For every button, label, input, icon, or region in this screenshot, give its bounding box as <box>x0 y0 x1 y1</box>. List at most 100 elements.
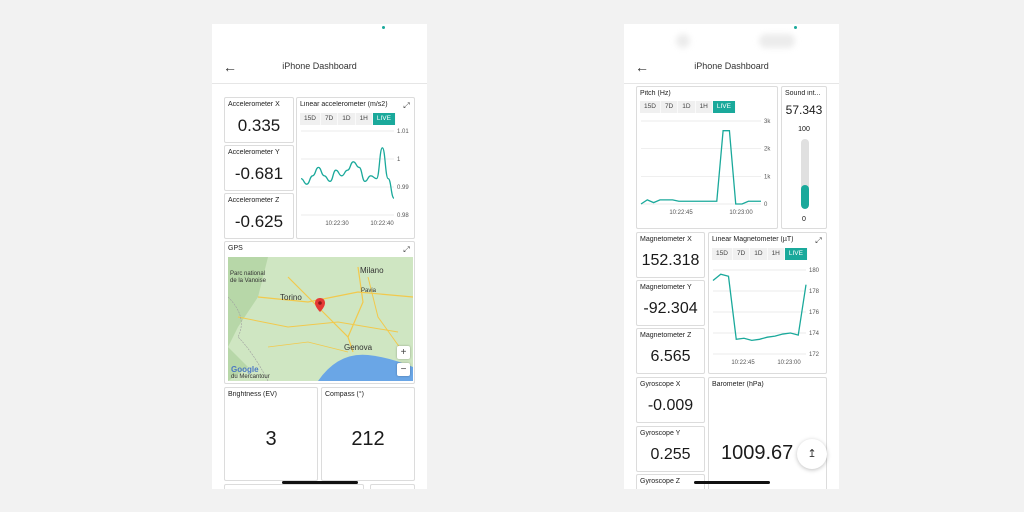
tile-linear-magnetometer[interactable]: Linear Magnetometer (µT) ⤢ 15D 7D 1D 1H LIVE… <box>708 232 827 374</box>
tile-label: Gyroscope Y <box>640 430 681 437</box>
tile-accelerometer-x[interactable]: Accelerometer X 0.335 <box>224 97 294 143</box>
status-indicator <box>794 26 797 29</box>
tile-accelerometer-y[interactable]: Accelerometer Y -0.681 <box>224 145 294 191</box>
location-marker-icon[interactable] <box>315 298 325 312</box>
tab-1d[interactable]: 1D <box>338 113 356 125</box>
map-label-milano: Milano <box>360 266 384 275</box>
google-logo: Google <box>231 365 259 374</box>
y-tick-label: 178 <box>809 289 820 295</box>
tile-value: 57.343 <box>785 103 823 117</box>
gps-map[interactable]: Parc national de la Vanoise Milano Torin… <box>228 257 413 381</box>
x-tick-label: 10:22:45 <box>669 210 693 216</box>
linear-accelerometer-chart: 1.01 1 0.99 0.98 10:22:30 10:22:40 <box>300 129 409 227</box>
gauge-max-label: 100 <box>798 126 810 133</box>
tile-gyroscope-y[interactable]: Gyroscope Y 0.255 <box>636 426 705 472</box>
zoom-out-button[interactable]: − <box>397 363 410 376</box>
tile-brightness[interactable]: Brightness (EV) 3 <box>224 387 318 481</box>
map-label-genova: Genova <box>344 343 373 352</box>
tab-7d[interactable]: 7D <box>320 113 339 125</box>
tile-value: 6.565 <box>650 348 691 365</box>
tile-accelerometer-z[interactable]: Accelerometer Z -0.625 <box>224 193 294 239</box>
page-title: iPhone Dashboard <box>694 61 769 71</box>
tile-value: -0.625 <box>234 212 284 231</box>
range-tabs: 15D 7D 1D 1H LIVE <box>300 113 396 125</box>
phone-screen-left: ← iPhone Dashboard Accelerometer X 0.335… <box>212 24 427 489</box>
y-tick-label: 1.01 <box>397 129 409 135</box>
tile-linear-accelerometer[interactable]: Linear accelerometer (m/s2) ⤢ 15D 7D 1D 1H L… <box>296 97 415 239</box>
tab-15d[interactable]: 15D <box>300 113 321 125</box>
status-bar-blur <box>759 34 795 48</box>
status-bar-blur <box>676 34 690 48</box>
tab-7d[interactable]: 7D <box>660 101 679 113</box>
tab-1d[interactable]: 1D <box>750 248 768 260</box>
tile-value: -0.681 <box>234 164 284 183</box>
page-title: iPhone Dashboard <box>282 61 357 71</box>
x-tick-label: 10:22:30 <box>325 221 349 227</box>
tile-magnetometer-y[interactable]: Magnetometer Y -92.304 <box>636 280 705 326</box>
range-tabs: 15D 7D 1D 1H LIVE <box>712 248 808 260</box>
tile-barometer[interactable]: Barometer (hPa) 1009.67 <box>708 377 827 489</box>
tab-15d[interactable]: 15D <box>640 101 661 113</box>
tile-partial <box>224 484 364 489</box>
app-bar: ← iPhone Dashboard <box>212 56 427 84</box>
series-line <box>300 147 395 199</box>
tile-gyroscope-x[interactable]: Gyroscope X -0.009 <box>636 377 705 423</box>
pitch-chart: 3k 2k 1k 0 10:22:45 10:23:00 <box>640 119 771 216</box>
gauge-min-label: 0 <box>802 216 806 223</box>
zoom-in-button[interactable]: + <box>397 346 410 359</box>
tab-1h[interactable]: 1H <box>355 113 373 125</box>
phone-screen-right: ← iPhone Dashboard Pitch (Hz) 15D 7D 1D 1H L… <box>624 24 839 489</box>
x-tick-label: 10:22:40 <box>370 221 394 227</box>
expand-icon[interactable]: ⤢ <box>815 236 822 245</box>
tile-label: Linear accelerometer (m/s2) <box>300 101 388 108</box>
tile-compass[interactable]: Compass (°) 212 <box>321 387 415 481</box>
tile-magnetometer-x[interactable]: Magnetometer X 152.318 <box>636 232 705 278</box>
tab-1d[interactable]: 1D <box>678 101 696 113</box>
tile-label: Pitch (Hz) <box>640 90 671 97</box>
map-label-mercantour: du Mercantour <box>231 374 270 380</box>
tile-gps[interactable]: GPS ⤢ Parc national de la Vanoise Milano… <box>224 241 415 384</box>
tile-partial <box>370 484 415 489</box>
status-indicator <box>382 26 385 29</box>
y-tick-label: 180 <box>809 268 820 274</box>
tile-magnetometer-z[interactable]: Magnetometer Z 6.565 <box>636 328 705 374</box>
tab-1h[interactable]: 1H <box>695 101 713 113</box>
tile-label: Sound int... <box>785 90 821 97</box>
scroll-to-top-button[interactable]: ↥ <box>797 439 827 469</box>
x-tick-label: 10:23:00 <box>729 210 753 216</box>
y-tick-label: 172 <box>809 352 820 358</box>
tile-value: -0.009 <box>647 397 694 414</box>
tab-1h[interactable]: 1H <box>767 248 785 260</box>
map-label-vanoise: Parc national de la Vanoise <box>230 271 266 284</box>
home-indicator <box>282 481 358 484</box>
back-arrow-icon[interactable]: ← <box>223 59 237 75</box>
tile-label: Gyroscope X <box>640 381 681 388</box>
y-tick-label: 176 <box>809 310 820 316</box>
y-tick-label: 0.99 <box>397 185 409 191</box>
map-label-pavia: Pavia <box>361 288 377 294</box>
tab-live[interactable]: LIVE <box>712 101 736 113</box>
tab-15d[interactable]: 15D <box>712 248 733 260</box>
tile-label: Brightness (EV) <box>228 391 278 398</box>
x-tick-label: 10:22:45 <box>731 360 755 366</box>
expand-icon[interactable]: ⤢ <box>403 101 410 110</box>
y-tick-label: 174 <box>809 331 820 337</box>
y-tick-label: 0 <box>764 202 768 208</box>
series-line <box>712 273 807 342</box>
tile-sound-intensity[interactable]: Sound int... 57.343 100 0 <box>781 86 827 229</box>
tab-live[interactable]: LIVE <box>372 113 396 125</box>
tab-7d[interactable]: 7D <box>732 248 751 260</box>
linear-magnetometer-chart: 180 178 176 174 172 10:22:45 10:23:00 <box>712 268 820 366</box>
tile-label: Accelerometer X <box>228 101 280 108</box>
expand-icon[interactable]: ⤢ <box>403 245 410 254</box>
tile-value: 1009.67 <box>721 442 794 464</box>
back-arrow-icon[interactable]: ← <box>635 59 649 75</box>
tab-live[interactable]: LIVE <box>784 248 808 260</box>
range-tabs: 15D 7D 1D 1H LIVE <box>640 101 736 113</box>
tile-pitch[interactable]: Pitch (Hz) 15D 7D 1D 1H LIVE 3k 2k 1k 0 10:22:45… <box>636 86 778 229</box>
series-line <box>640 130 761 205</box>
app-bar: ← iPhone Dashboard <box>624 56 839 84</box>
y-tick-label: 0.98 <box>397 213 409 219</box>
y-tick-label: 3k <box>764 119 771 125</box>
tile-label: Magnetometer X <box>640 236 692 243</box>
